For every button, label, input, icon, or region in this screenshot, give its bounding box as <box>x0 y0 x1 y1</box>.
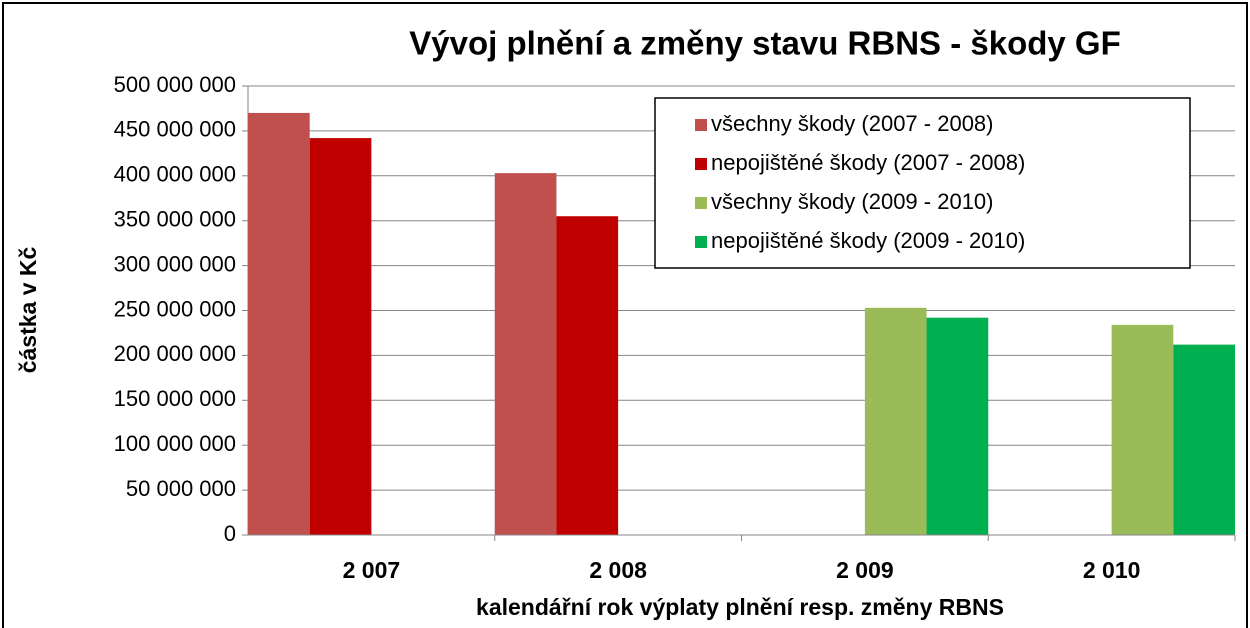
bar <box>1111 324 1174 535</box>
legend-swatch <box>695 119 707 131</box>
x-tick-label: 2 008 <box>589 557 647 583</box>
legend-label: všechny škody (2007 - 2008) <box>711 111 994 136</box>
legend-label: nepojištěné škody (2007 - 2008) <box>711 150 1025 175</box>
y-tick-label: 400 000 000 <box>114 162 236 187</box>
y-tick-label: 450 000 000 <box>114 117 236 142</box>
y-tick-label: 50 000 000 <box>126 476 236 501</box>
legend-swatch <box>695 158 707 170</box>
y-tick-label: 150 000 000 <box>114 386 236 411</box>
x-axis-title: kalendářní rok výplaty plnění resp. změn… <box>476 594 1004 620</box>
legend-swatch <box>695 197 707 209</box>
x-tick-label: 2 007 <box>343 557 401 583</box>
bar <box>556 216 619 535</box>
x-tick-label: 2 010 <box>1083 557 1141 583</box>
y-tick-label: 200 000 000 <box>114 341 236 366</box>
legend-label: všechny škody (2009 - 2010) <box>711 189 994 214</box>
bar <box>309 138 372 536</box>
bar <box>248 112 310 535</box>
legend-swatch <box>695 236 707 248</box>
bar <box>494 173 557 535</box>
y-axis-title: částka v Kč <box>15 246 41 373</box>
y-tick-label: 300 000 000 <box>114 251 236 276</box>
y-tick-label: 350 000 000 <box>114 207 236 232</box>
bar <box>864 307 927 535</box>
chart-title: Vývoj plnění a změny stavu RBNS - škody … <box>409 25 1121 62</box>
x-tick-label: 2 009 <box>836 557 894 583</box>
legend-label: nepojištěné škody (2009 - 2010) <box>711 228 1025 253</box>
y-tick-label: 0 <box>224 521 236 546</box>
y-tick-label: 100 000 000 <box>114 431 236 456</box>
legend-box <box>654 97 1191 269</box>
bar <box>926 317 989 535</box>
y-tick-label: 250 000 000 <box>114 296 236 321</box>
y-tick-label: 500 000 000 <box>114 72 236 97</box>
bar <box>1173 344 1235 535</box>
